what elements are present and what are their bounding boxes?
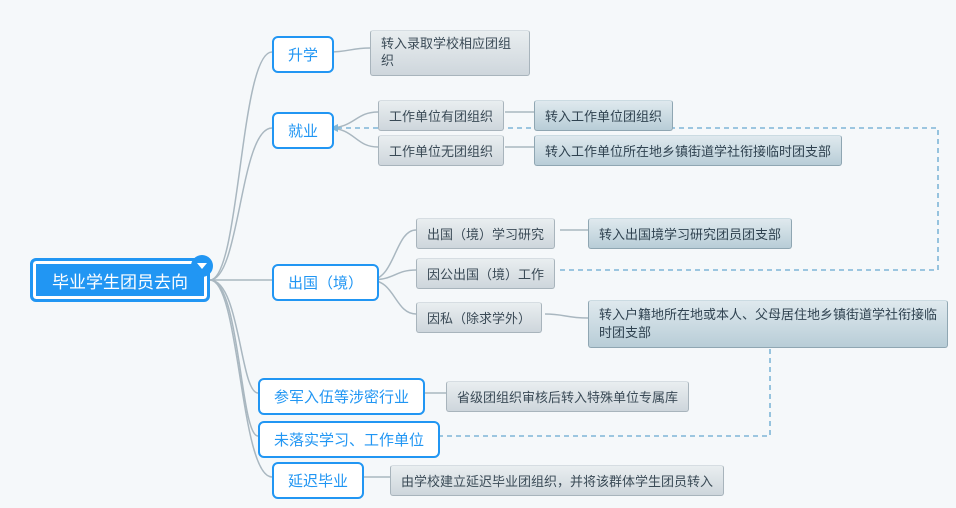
- sub-label: 因公出国（境）工作: [427, 267, 544, 282]
- branch-label: 未落实学习、工作单位: [274, 429, 424, 450]
- sub-s6[interactable]: 由学校建立延迟毕业团组织，并将该群体学生团员转入: [390, 465, 724, 496]
- collapse-icon[interactable]: [191, 255, 213, 277]
- leaf-l2b[interactable]: 转入工作单位所在地乡镇街道学社衔接临时团支部: [534, 135, 842, 166]
- connector-layer: [0, 0, 956, 508]
- sub-s2a[interactable]: 工作单位有团组织: [378, 100, 504, 131]
- leaf-label: 转入工作单位团组织: [545, 109, 662, 124]
- sub-label: 工作单位无团组织: [389, 144, 493, 159]
- branch-label: 就业: [288, 120, 318, 141]
- leaf-l3a[interactable]: 转入出国境学习研究团员团支部: [588, 218, 792, 249]
- branch-label: 出国（境）: [288, 272, 363, 293]
- branch-canjun[interactable]: 参军入伍等涉密行业: [258, 378, 425, 415]
- sub-label: 省级团组织审核后转入特殊单位专属库: [457, 390, 678, 405]
- branch-label: 参军入伍等涉密行业: [274, 386, 409, 407]
- sub-s2b[interactable]: 工作单位无团组织: [378, 135, 504, 166]
- leaf-l3c[interactable]: 转入户籍地所在地或本人、父母居住地乡镇街道学社衔接临 时团支部: [588, 300, 948, 348]
- sub-label: 因私（除求学外）: [427, 311, 531, 326]
- leaf-label: 转入出国境学习研究团员团支部: [599, 227, 781, 242]
- leaf-label: 转入户籍地所在地或本人、父母居住地乡镇街道学社衔接临 时团支部: [599, 307, 937, 340]
- branch-label: 延迟毕业: [288, 470, 348, 491]
- sub-s1[interactable]: 转入录取学校相应团组 织: [370, 30, 530, 76]
- branch-chuguo[interactable]: 出国（境）: [272, 264, 379, 301]
- branch-shengxue[interactable]: 升学: [272, 36, 334, 73]
- sub-s3c[interactable]: 因私（除求学外）: [416, 302, 542, 333]
- root-label: 毕业学生团员去向: [52, 268, 188, 293]
- sub-label: 转入录取学校相应团组 织: [381, 36, 511, 68]
- sub-s3a[interactable]: 出国（境）学习研究: [416, 218, 555, 249]
- sub-label: 出国（境）学习研究: [427, 227, 544, 242]
- branch-yanchi[interactable]: 延迟毕业: [272, 462, 364, 499]
- branch-weiluo[interactable]: 未落实学习、工作单位: [258, 421, 440, 458]
- sub-s4[interactable]: 省级团组织审核后转入特殊单位专属库: [446, 381, 689, 412]
- root-node[interactable]: 毕业学生团员去向: [30, 258, 210, 302]
- sub-s3b[interactable]: 因公出国（境）工作: [416, 258, 555, 289]
- leaf-l2a[interactable]: 转入工作单位团组织: [534, 100, 673, 131]
- sub-label: 由学校建立延迟毕业团组织，并将该群体学生团员转入: [401, 474, 713, 489]
- leaf-label: 转入工作单位所在地乡镇街道学社衔接临时团支部: [545, 144, 831, 159]
- branch-label: 升学: [288, 44, 318, 65]
- branch-jiuye[interactable]: 就业: [272, 112, 334, 149]
- sub-label: 工作单位有团组织: [389, 109, 493, 124]
